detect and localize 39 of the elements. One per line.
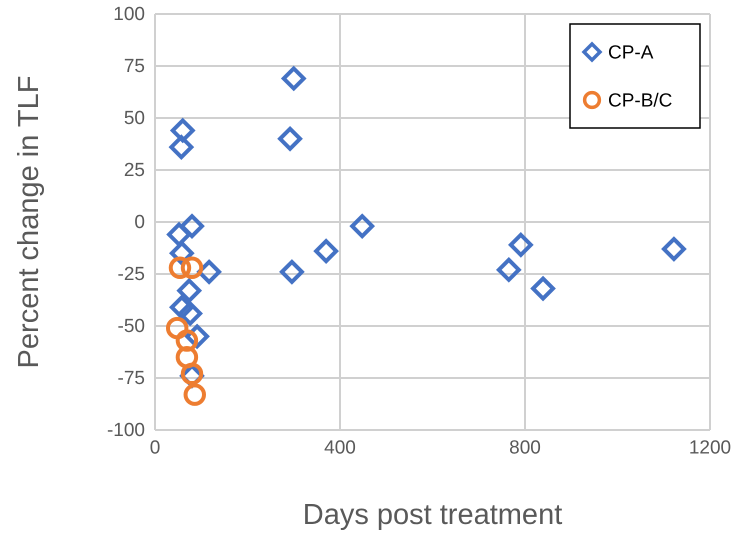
point — [496, 258, 521, 282]
y-axis-title: Percent change in TLF — [13, 76, 45, 368]
y-tick-label: 0 — [134, 212, 145, 234]
point — [282, 66, 306, 90]
point — [168, 256, 192, 279]
point — [180, 256, 204, 279]
point — [167, 222, 192, 246]
point — [314, 239, 338, 264]
y-tick-label: 50 — [124, 108, 145, 130]
y-tick-label: -75 — [118, 368, 145, 390]
x-axis-title: Days post treatment — [302, 499, 562, 531]
x-tick-label: 0 — [150, 437, 160, 458]
point — [176, 329, 198, 352]
point — [531, 276, 556, 301]
y-tick-label: 100 — [113, 4, 145, 26]
point — [180, 214, 204, 238]
point — [170, 118, 195, 142]
legend-label: CP-A — [608, 42, 654, 64]
point — [280, 260, 304, 284]
point — [170, 295, 194, 320]
legend-label: CP-B/C — [608, 90, 672, 112]
x-tick-label: 1200 — [688, 437, 732, 458]
y-tick-label: -25 — [118, 264, 145, 286]
point — [508, 232, 533, 257]
point — [178, 302, 202, 326]
y-tick-label: 25 — [124, 160, 145, 182]
point — [662, 237, 686, 262]
point — [184, 383, 206, 406]
point — [176, 346, 198, 368]
x-tick-label: 800 — [509, 437, 541, 458]
point — [278, 126, 302, 151]
point — [350, 214, 374, 238]
y-tick-label: -50 — [118, 316, 145, 338]
point — [166, 316, 188, 340]
point — [177, 278, 202, 303]
y-tick-label: -100 — [106, 420, 145, 442]
y-tick-label: 75 — [124, 56, 145, 78]
point — [169, 135, 194, 160]
x-tick-label: 400 — [324, 437, 356, 458]
